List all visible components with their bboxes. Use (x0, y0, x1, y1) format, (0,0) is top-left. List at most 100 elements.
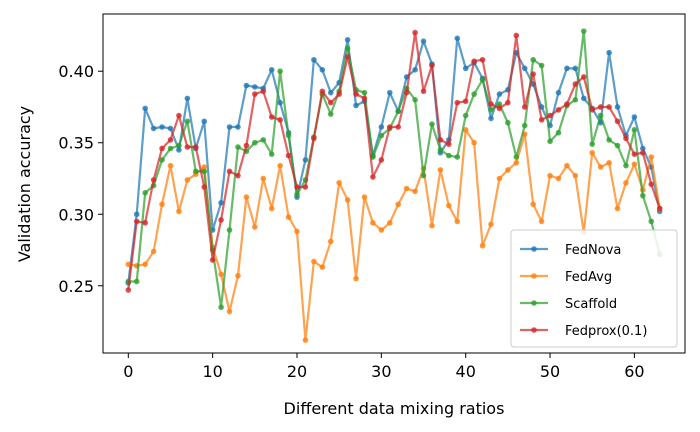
data-point (361, 95, 368, 102)
y-tick-label: 0.25 (58, 277, 94, 296)
data-point (513, 159, 520, 166)
data-point (353, 91, 359, 97)
data-point (319, 88, 326, 95)
data-point (420, 88, 427, 95)
data-point (361, 194, 368, 200)
data-point (462, 112, 469, 119)
data-point (294, 228, 300, 235)
data-point (167, 137, 174, 143)
data-point (580, 28, 587, 34)
y-axis: 0.25 0.30 0.35 0.40 (58, 62, 103, 296)
data-point (218, 217, 224, 223)
data-point (395, 124, 402, 130)
data-point (488, 107, 494, 113)
data-point (505, 167, 511, 173)
y-axis-title: Validation accuracy (15, 106, 34, 262)
data-point (555, 175, 562, 182)
data-point (176, 142, 182, 149)
data-point (285, 132, 292, 139)
data-point (243, 142, 250, 149)
data-point (437, 137, 444, 143)
data-point (446, 152, 452, 159)
data-point (378, 227, 385, 233)
data-point (260, 88, 267, 95)
data-point (311, 56, 317, 63)
data-point (631, 127, 638, 133)
data-point (294, 184, 300, 190)
legend: FedNova FedAvg Scaffold Fedprox(0.1) (510, 229, 678, 348)
data-point (167, 145, 174, 152)
data-point (471, 139, 477, 146)
data-point (268, 114, 275, 120)
data-point (429, 222, 435, 229)
data-point (564, 162, 570, 169)
data-point (496, 101, 503, 107)
y-tick-label: 0.40 (58, 62, 94, 81)
data-point (572, 81, 579, 87)
data-point (462, 127, 469, 133)
data-point (614, 104, 621, 110)
data-point (125, 261, 132, 268)
data-point (235, 124, 241, 130)
data-point (403, 185, 410, 192)
data-point (412, 29, 418, 36)
legend-swatch-marker (531, 300, 537, 306)
data-point (572, 97, 579, 103)
data-point (623, 162, 629, 169)
data-point (462, 98, 469, 105)
data-point (496, 105, 503, 112)
y-tick-label: 0.35 (58, 134, 94, 153)
data-point (311, 258, 317, 265)
data-point (648, 181, 655, 188)
data-point (378, 132, 385, 139)
data-point (580, 95, 587, 102)
x-tick-label: 10 (202, 362, 222, 381)
data-point (564, 101, 570, 107)
data-point (614, 205, 621, 212)
plot-frame (102, 13, 686, 354)
data-point (344, 54, 351, 60)
data-point (403, 89, 410, 96)
data-point (386, 124, 393, 130)
data-point (429, 62, 435, 69)
series-layer (125, 28, 663, 343)
data-point (201, 118, 208, 125)
data-point (454, 218, 461, 225)
data-point (505, 99, 511, 106)
data-point (319, 264, 326, 270)
data-point (252, 91, 258, 97)
data-point (370, 220, 376, 226)
data-point (606, 49, 612, 56)
data-point (235, 272, 241, 279)
x-tick-label: 40 (456, 362, 476, 381)
data-point (589, 141, 596, 147)
data-point (344, 36, 351, 43)
data-point (454, 35, 461, 42)
y-tick-label: 0.30 (58, 205, 94, 224)
data-point (589, 107, 596, 113)
data-point (479, 242, 486, 249)
data-point (631, 114, 638, 120)
data-point (235, 172, 241, 179)
data-point (285, 214, 292, 220)
series-scaffold (125, 28, 663, 311)
data-point (235, 144, 241, 150)
data-point (176, 112, 182, 119)
data-point (420, 38, 427, 44)
data-point (243, 194, 250, 200)
data-point (623, 135, 629, 142)
x-tick-label: 0 (123, 362, 133, 381)
series-line-scaffold (128, 30, 661, 309)
legend-swatch-marker (531, 327, 537, 333)
data-point (344, 45, 351, 52)
data-point (226, 227, 233, 233)
data-point (378, 124, 385, 130)
legend-label: Scaffold (565, 297, 617, 312)
data-point (226, 124, 233, 130)
data-point (530, 71, 536, 77)
data-point (505, 119, 511, 126)
data-point (589, 149, 596, 156)
data-point (488, 115, 494, 122)
data-point (547, 112, 553, 119)
